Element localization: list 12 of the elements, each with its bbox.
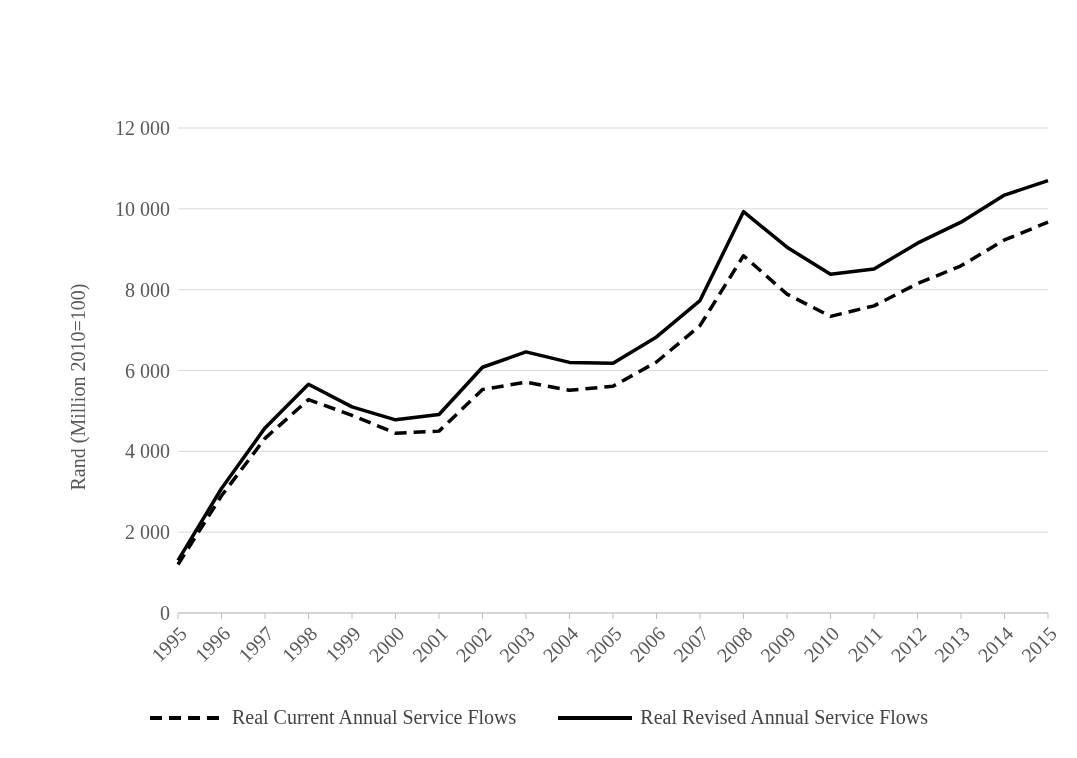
x-tick-label: 1999 xyxy=(321,622,365,667)
legend-label: Real Current Annual Service Flows xyxy=(231,706,517,729)
y-tick-label: 12 000 xyxy=(115,117,170,140)
y-tick-label: 2 000 xyxy=(125,521,170,544)
x-tick-label: 2011 xyxy=(843,622,887,666)
y-axis-title: Rand (Million 2010=100) xyxy=(67,283,91,491)
y-tick-label: 10 000 xyxy=(115,197,170,220)
y-tick-label: 6 000 xyxy=(125,359,170,382)
y-tick-label: 8 000 xyxy=(125,278,170,301)
legend-label: Real Revised Annual Service Flows xyxy=(640,706,929,729)
y-tick-label: 4 000 xyxy=(125,440,170,463)
y-tick-label: 0 xyxy=(160,602,170,625)
